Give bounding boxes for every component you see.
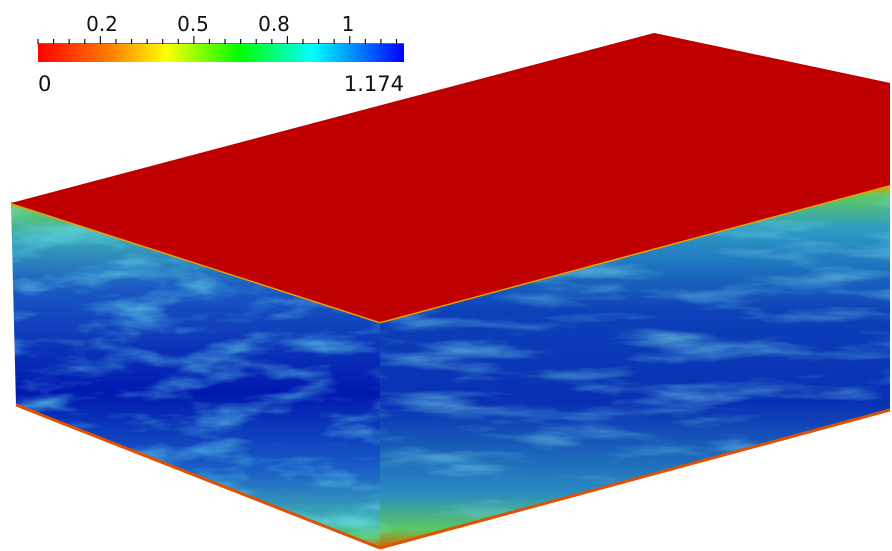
colorbar: 0.2 0.5 0.8 1 0 1.174 [37, 12, 404, 96]
colorbar-ticks [37, 36, 404, 45]
colorbar-tick-label: 0.8 [258, 12, 290, 36]
top-face [11, 33, 890, 322]
colorbar-gradient [38, 44, 404, 62]
colorbar-min-label: 0 [38, 72, 51, 96]
colorbar-max-label: 1.174 [344, 72, 404, 96]
colorbar-tick-label: 0.5 [177, 12, 209, 36]
channel-box [10, 33, 891, 550]
colorbar-tick-label: 0.2 [86, 12, 118, 36]
colorbar-tick-label: 1 [342, 12, 355, 36]
